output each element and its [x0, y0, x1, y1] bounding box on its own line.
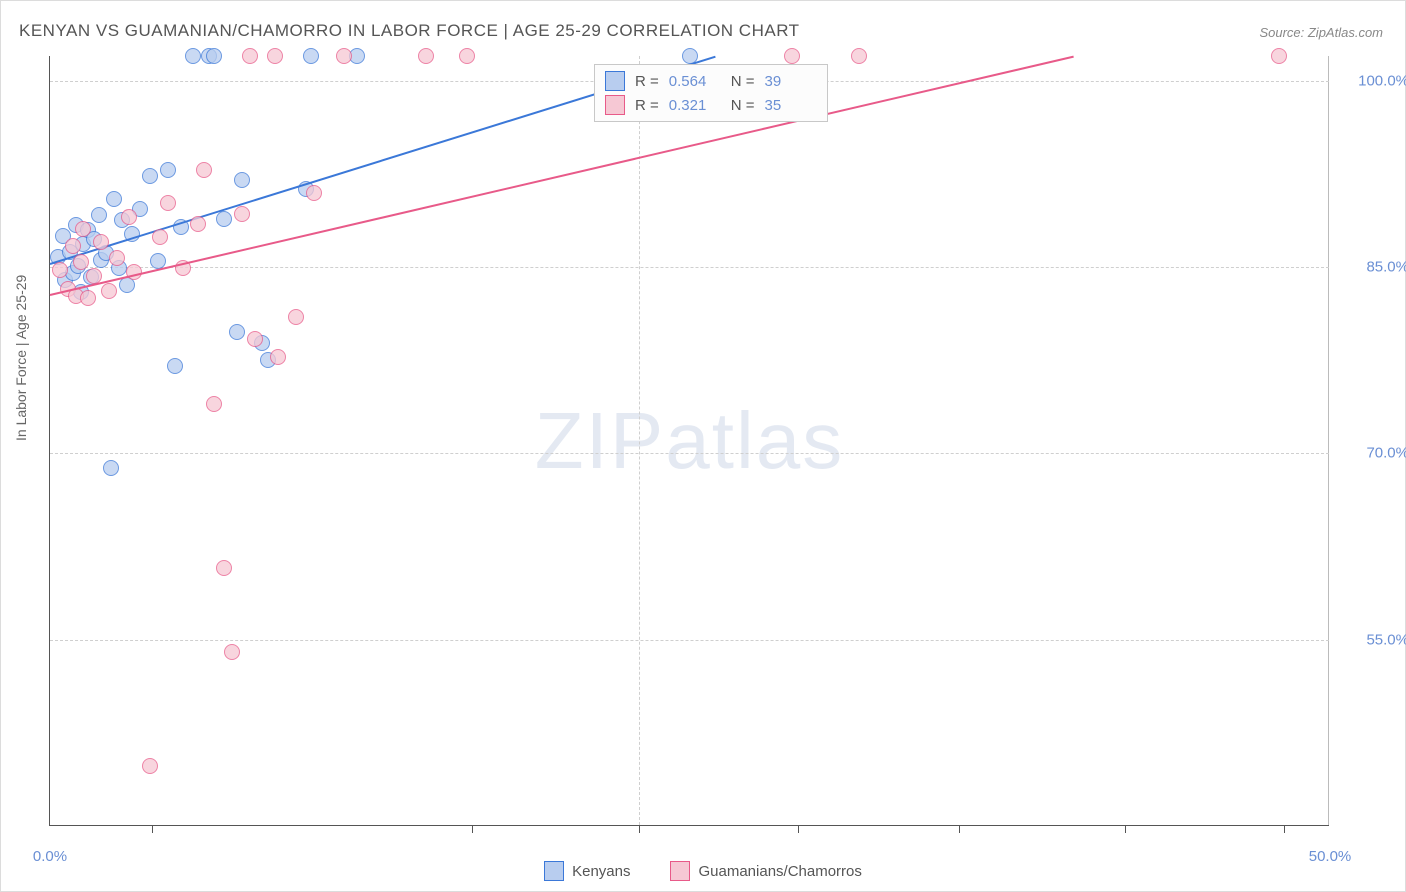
y-axis-label: In Labor Force | Age 25-29	[13, 275, 29, 441]
r-label: R =	[635, 73, 659, 90]
gridline-horizontal	[50, 640, 1329, 641]
correlation-legend-row: R = 0.321 N = 35	[605, 93, 817, 117]
legend-swatch	[605, 95, 625, 115]
y-tick-label: 55.0%	[1339, 631, 1406, 648]
n-label: N =	[731, 97, 755, 114]
watermark-light: atlas	[665, 396, 844, 485]
x-minor-tick	[959, 825, 960, 833]
y-tick-label: 100.0%	[1339, 72, 1406, 89]
legend-item-series-1: Kenyans	[544, 861, 630, 881]
y-tick-label: 70.0%	[1339, 445, 1406, 462]
gridline-vertical	[639, 56, 640, 825]
data-point	[65, 238, 81, 254]
source-attribution: Source: ZipAtlas.com	[1259, 25, 1383, 40]
x-minor-tick	[472, 825, 473, 833]
data-point	[142, 758, 158, 774]
data-point	[121, 209, 137, 225]
data-point	[247, 331, 263, 347]
data-point	[160, 195, 176, 211]
x-minor-tick	[639, 825, 640, 833]
data-point	[106, 191, 122, 207]
data-point	[103, 460, 119, 476]
data-point	[306, 185, 322, 201]
chart-title: KENYAN VS GUAMANIAN/CHAMORRO IN LABOR FO…	[19, 21, 800, 41]
data-point	[851, 48, 867, 64]
legend-swatch	[605, 71, 625, 91]
data-point	[234, 206, 250, 222]
data-point	[190, 216, 206, 232]
data-point	[52, 262, 68, 278]
legend-item-series-2: Guamanians/Chamorros	[670, 861, 861, 881]
watermark: ZIPatlas	[535, 395, 844, 487]
data-point	[167, 358, 183, 374]
data-point	[336, 48, 352, 64]
n-value: 35	[765, 97, 817, 114]
n-label: N =	[731, 73, 755, 90]
data-point	[160, 162, 176, 178]
data-point	[91, 207, 107, 223]
data-point	[206, 48, 222, 64]
data-point	[101, 283, 117, 299]
y-tick-label: 85.0%	[1339, 259, 1406, 276]
gridline-horizontal	[50, 267, 1329, 268]
data-point	[784, 48, 800, 64]
data-point	[206, 396, 222, 412]
correlation-legend: R = 0.564 N = 39 R = 0.321 N = 35	[594, 64, 828, 122]
data-point	[242, 48, 258, 64]
data-point	[75, 221, 91, 237]
r-label: R =	[635, 97, 659, 114]
data-point	[152, 229, 168, 245]
data-point	[270, 349, 286, 365]
data-point	[224, 644, 240, 660]
data-point	[196, 162, 212, 178]
data-point	[185, 48, 201, 64]
legend-label-2: Guamanians/Chamorros	[698, 863, 861, 880]
x-minor-tick	[798, 825, 799, 833]
data-point	[1271, 48, 1287, 64]
data-point	[459, 48, 475, 64]
data-point	[234, 172, 250, 188]
watermark-bold: ZIP	[535, 396, 665, 485]
data-point	[418, 48, 434, 64]
data-point	[80, 290, 96, 306]
data-point	[267, 48, 283, 64]
plot-right-border	[1328, 56, 1329, 825]
data-point	[303, 48, 319, 64]
legend-swatch-2	[670, 861, 690, 881]
x-minor-tick	[1284, 825, 1285, 833]
r-value: 0.564	[669, 73, 721, 90]
scatter-plot-area: ZIPatlas 100.0%85.0%70.0%55.0%0.0%50.0%R…	[49, 56, 1329, 826]
data-point	[288, 309, 304, 325]
correlation-legend-row: R = 0.564 N = 39	[605, 69, 817, 93]
n-value: 39	[765, 73, 817, 90]
data-point	[229, 324, 245, 340]
x-minor-tick	[1125, 825, 1126, 833]
bottom-legend: Kenyans Guamanians/Chamorros	[1, 861, 1405, 881]
data-point	[142, 168, 158, 184]
data-point	[73, 254, 89, 270]
gridline-horizontal	[50, 453, 1329, 454]
r-value: 0.321	[669, 97, 721, 114]
x-minor-tick	[152, 825, 153, 833]
data-point	[109, 250, 125, 266]
data-point	[216, 560, 232, 576]
data-point	[216, 211, 232, 227]
data-point	[93, 234, 109, 250]
legend-label-1: Kenyans	[572, 863, 630, 880]
legend-swatch-1	[544, 861, 564, 881]
